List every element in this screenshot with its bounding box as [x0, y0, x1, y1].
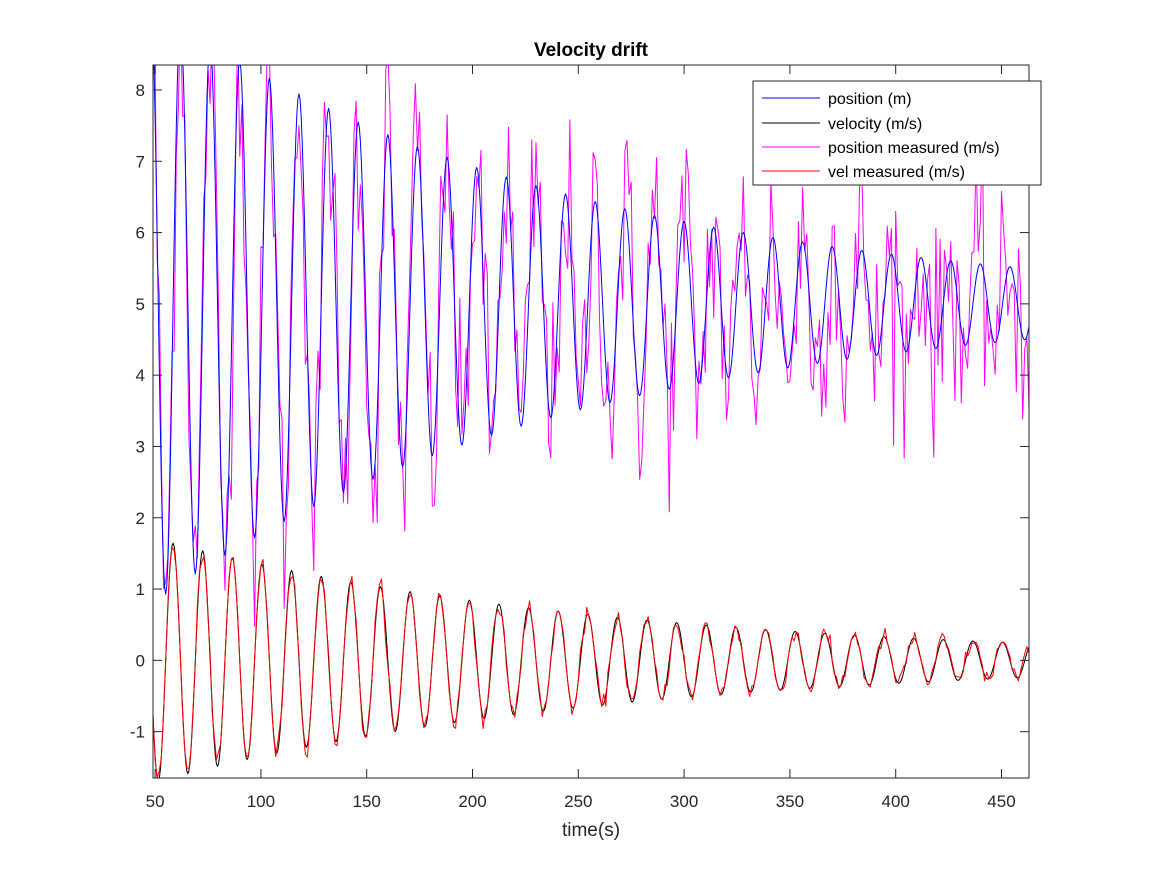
legend-label-position: position (m) [828, 91, 912, 108]
x-tick-label: 50 [146, 792, 165, 811]
series-vel-measured-line [153, 546, 1029, 778]
legend-label-position-measured: position measured (m/s) [828, 140, 1000, 157]
y-tick-label: -1 [130, 723, 145, 742]
x-tick-label: 100 [247, 792, 275, 811]
series-layer [153, 65, 1029, 778]
series-position-line [153, 65, 1029, 595]
y-tick-label: 7 [136, 152, 145, 171]
x-tick-label: 250 [564, 792, 592, 811]
plot-area-frame [152, 64, 1030, 779]
y-tick-label: 5 [136, 295, 145, 314]
y-tick-label: 4 [136, 366, 145, 385]
x-tick-label: 450 [987, 792, 1015, 811]
x-tick-label: 150 [353, 792, 381, 811]
ticks-layer: 50 100 150 200 250 300 350 400 450 -1 0 1 2 3 4 5 6 7 8 [130, 65, 1029, 811]
legend: position (m) velocity (m/s) position mea… [752, 80, 1042, 186]
x-tick-label: 400 [882, 792, 910, 811]
x-tick-label: 200 [458, 792, 486, 811]
chart-title: Velocity drift [534, 40, 649, 61]
legend-label-vel-measured: vel measured (m/s) [828, 164, 965, 181]
y-tick-label: 2 [136, 509, 145, 528]
legend-label-velocity: velocity (m/s) [828, 116, 922, 133]
y-tick-label: 0 [136, 651, 145, 670]
y-tick-label: 6 [136, 224, 145, 243]
y-tick-label: 3 [136, 437, 145, 456]
x-axis-label: time(s) [562, 820, 620, 841]
x-tick-label: 350 [776, 792, 804, 811]
y-tick-label: 1 [136, 580, 145, 599]
y-tick-label: 8 [136, 81, 145, 100]
x-tick-label: 300 [670, 792, 698, 811]
series-position-measured-line [154, 65, 1029, 627]
